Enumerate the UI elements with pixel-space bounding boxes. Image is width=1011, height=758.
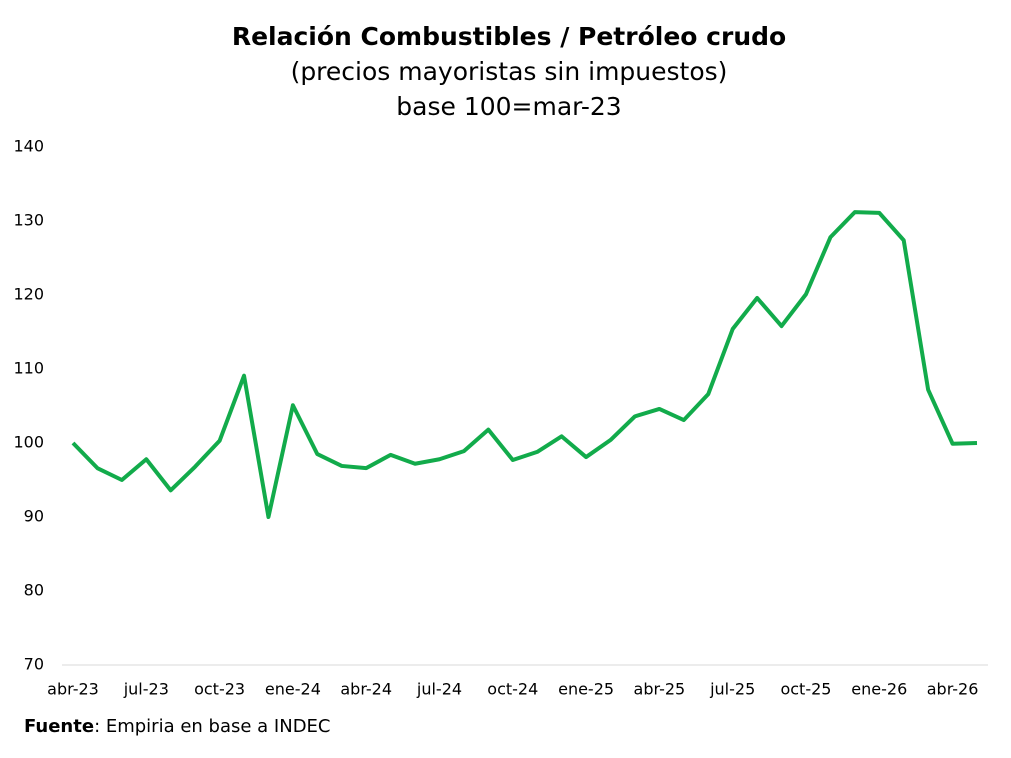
x-tick-label: abr-24 [340, 680, 392, 699]
y-tick-label: 90 [24, 507, 44, 526]
x-tick-label: abr-23 [47, 680, 99, 699]
x-tick-label: jul-24 [416, 680, 462, 699]
line-series [71, 210, 978, 519]
y-tick-label: 110 [13, 359, 44, 378]
y-tick-label: 100 [13, 433, 44, 452]
x-tick-label: abr-25 [634, 680, 686, 699]
x-tick-label: ene-26 [851, 680, 907, 699]
y-tick-label: 140 [13, 137, 44, 156]
y-tick-label: 80 [24, 581, 44, 600]
chart-title: Relación Combustibles / Petróleo crudo [232, 22, 786, 51]
x-tick-label: ene-24 [265, 680, 321, 699]
x-tick-label: oct-23 [194, 680, 245, 699]
source-text: : Empiria en base a INDEC [94, 716, 330, 737]
x-tick-label: jul-23 [123, 680, 169, 699]
x-tick-label: oct-24 [487, 680, 538, 699]
source-note: Fuente: Empiria en base a INDEC [24, 716, 331, 737]
source-label: Fuente [24, 716, 94, 737]
x-tick-label: jul-25 [709, 680, 755, 699]
chart-subtitle: base 100=mar-23 [396, 92, 621, 121]
y-tick-label: 70 [24, 655, 44, 674]
y-tick-label: 130 [13, 211, 44, 230]
y-tick-label: 120 [13, 285, 44, 304]
chart-subtitle: (precios mayoristas sin impuestos) [291, 57, 728, 86]
x-tick-label: oct-25 [780, 680, 831, 699]
x-tick-label: abr-26 [927, 680, 979, 699]
x-tick-label: ene-25 [558, 680, 614, 699]
